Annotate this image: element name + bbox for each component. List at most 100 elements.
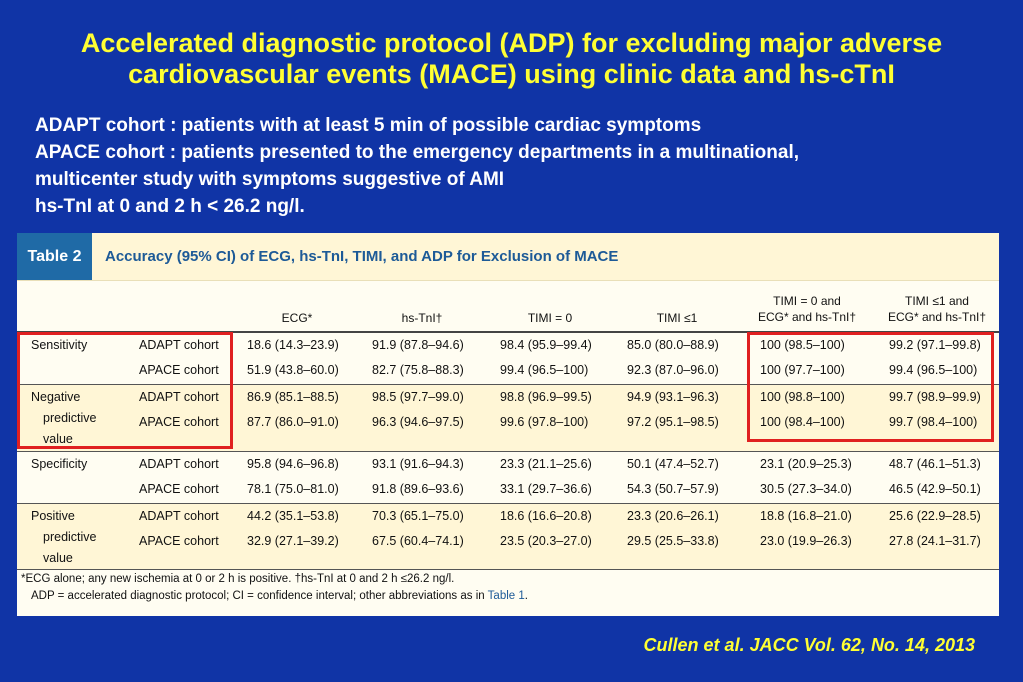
value-cell: 18.6 (16.6–20.8) xyxy=(500,509,592,523)
table-row-group: Positive predictive value ADAPT cohort 44.2 … xyxy=(17,504,999,570)
value-cell: 86.9 (85.1–88.5) xyxy=(247,390,339,404)
table-row: ADAPT cohort 86.9 (85.1–88.5) 98.5 (97.7–9… xyxy=(17,385,999,410)
row-group-label: Negative predictive value xyxy=(31,387,97,450)
footnote-2-end: . xyxy=(524,590,528,602)
table-row: ADAPT cohort 95.8 (94.6–96.8) 93.1 (91.6–9… xyxy=(17,452,999,477)
value-cell: 54.3 (50.7–57.9) xyxy=(627,482,719,496)
col-header-line: ECG* and hs-TnI† xyxy=(757,310,857,324)
value-cell: 25.6 (22.9–28.5) xyxy=(889,509,981,523)
row-group-label-line: Positive xyxy=(31,509,75,523)
value-cell: 95.8 (94.6–96.8) xyxy=(247,457,339,471)
cohort-cell: ADAPT cohort xyxy=(139,338,219,352)
cohort-cell: APACE cohort xyxy=(139,363,219,377)
value-cell: 30.5 (27.3–34.0) xyxy=(760,482,852,496)
value-cell: 93.1 (91.6–94.3) xyxy=(372,457,464,471)
row-group-label-line: Negative xyxy=(31,390,81,404)
table-row: APACE cohort 87.7 (86.0–91.0) 96.3 (94.6–9… xyxy=(17,410,999,435)
value-cell: 23.1 (20.9–25.3) xyxy=(760,457,852,471)
col-header-timi1: TIMI ≤1 xyxy=(656,311,698,325)
row-group-label: Positive predictive value xyxy=(31,506,97,569)
value-cell: 46.5 (42.9–50.1) xyxy=(889,482,981,496)
intro-line: ADAPT cohort : patients with at least 5 … xyxy=(35,115,702,136)
table-row-group: Specificity ADAPT cohort 95.8 (94.6–96.8) 9… xyxy=(17,452,999,504)
table-row: APACE cohort 51.9 (43.8–60.0) 82.7 (75.8–8… xyxy=(17,358,999,383)
title-line-2: cardiovascular events (MACE) using clini… xyxy=(128,59,895,89)
footnote-2-text: ADP = accelerated diagnostic protocol; C… xyxy=(31,590,485,602)
col-header-hstni: hs-TnI† xyxy=(401,311,443,325)
value-cell: 33.1 (29.7–36.6) xyxy=(500,482,592,496)
table-title-bar: Table 2 Accuracy (95% CI) of ECG, hs-TnI… xyxy=(17,233,999,281)
cohort-cell: ADAPT cohort xyxy=(139,457,219,471)
value-cell: 100 (97.7–100) xyxy=(760,363,845,377)
highlight-box-left xyxy=(17,332,233,449)
value-cell: 50.1 (47.4–52.7) xyxy=(627,457,719,471)
row-group-label: Sensitivity xyxy=(31,335,87,356)
value-cell: 18.6 (14.3–23.9) xyxy=(247,338,339,352)
intro-line: multicenter study with symptoms suggesti… xyxy=(35,169,505,190)
table-body: Sensitivity ADAPT cohort 18.6 (14.3–23.9) 9… xyxy=(17,333,999,570)
footnote-1: *ECG alone; any new ischemia at 0 or 2 h… xyxy=(21,573,455,585)
value-cell: 96.3 (94.6–97.5) xyxy=(372,415,464,429)
col-header-line: TIMI ≤1 and xyxy=(905,294,969,308)
value-cell: 48.7 (46.1–51.3) xyxy=(889,457,981,471)
footnote-2: ADP = accelerated diagnostic protocol; C… xyxy=(17,588,999,605)
title-line-1: Accelerated diagnostic protocol (ADP) fo… xyxy=(80,28,943,58)
value-cell: 91.8 (89.6–93.6) xyxy=(372,482,464,496)
value-cell: 99.2 (97.1–99.8) xyxy=(889,338,981,352)
value-cell: 44.2 (35.1–53.8) xyxy=(247,509,339,523)
value-cell: 98.5 (97.7–99.0) xyxy=(372,390,464,404)
row-group-label-line: value xyxy=(43,432,73,446)
row-group-label-line: Sensitivity xyxy=(31,338,88,352)
col-header-adp-timi1: TIMI ≤1 and ECG* and hs-TnI† xyxy=(877,293,997,325)
value-cell: 70.3 (65.1–75.0) xyxy=(372,509,464,523)
value-cell: 78.1 (75.0–81.0) xyxy=(247,482,339,496)
value-cell: 97.2 (95.1–98.5) xyxy=(627,415,719,429)
value-cell: 32.9 (27.1–39.2) xyxy=(247,534,339,548)
value-cell: 99.4 (96.5–100) xyxy=(889,363,978,377)
value-cell: 51.9 (43.8–60.0) xyxy=(247,363,339,377)
citation: Cullen et al. JACC Vol. 62, No. 14, 2013 xyxy=(643,635,975,655)
intro-line: hs-TnI at 0 and 2 h < 26.2 ng/l. xyxy=(35,196,305,217)
table-number: Table 2 xyxy=(17,233,92,280)
cohort-cell: APACE cohort xyxy=(139,534,219,548)
table-1-link[interactable]: Table 1 xyxy=(487,590,525,602)
value-cell: 23.0 (19.9–26.3) xyxy=(760,534,852,548)
value-cell: 99.7 (98.4–100) xyxy=(889,415,978,429)
value-cell: 67.5 (60.4–74.1) xyxy=(372,534,464,548)
value-cell: 87.7 (86.0–91.0) xyxy=(247,415,339,429)
value-cell: 100 (98.8–100) xyxy=(760,390,845,404)
table-row: ADAPT cohort 44.2 (35.1–53.8) 70.3 (65.1–7… xyxy=(17,504,999,529)
cohort-cell: ADAPT cohort xyxy=(139,509,219,523)
value-cell: 94.9 (93.1–96.3) xyxy=(627,390,719,404)
accuracy-table: Table 2 Accuracy (95% CI) of ECG, hs-TnI… xyxy=(17,233,999,616)
table-row-group: Sensitivity ADAPT cohort 18.6 (14.3–23.9) 9… xyxy=(17,333,999,385)
row-group-label-line: Specificity xyxy=(31,457,88,471)
row-group-label-line: predictive xyxy=(43,411,97,425)
highlight-box-right xyxy=(747,332,994,442)
col-header-adp-timi0: TIMI = 0 and ECG* and hs-TnI† xyxy=(747,293,867,325)
value-cell: 91.9 (87.8–94.6) xyxy=(372,338,464,352)
value-cell: 100 (98.4–100) xyxy=(760,415,845,429)
table-row: APACE cohort 32.9 (27.1–39.2) 67.5 (60.4–7… xyxy=(17,529,999,554)
value-cell: 82.7 (75.8–88.3) xyxy=(372,363,464,377)
intro-text: ADAPT cohort : patients with at least 5 … xyxy=(35,112,995,220)
value-cell: 85.0 (80.0–88.9) xyxy=(627,338,719,352)
value-cell: 23.3 (21.1–25.6) xyxy=(500,457,592,471)
value-cell: 92.3 (87.0–96.0) xyxy=(627,363,719,377)
table-header-row: ECG* hs-TnI† TIMI = 0 TIMI ≤1 TIMI = 0 a… xyxy=(17,281,999,333)
value-cell: 27.8 (24.1–31.7) xyxy=(889,534,981,548)
value-cell: 99.6 (97.8–100) xyxy=(500,415,589,429)
col-header-line: TIMI = 0 and xyxy=(773,294,841,308)
table-row: ADAPT cohort 18.6 (14.3–23.9) 91.9 (87.8–9… xyxy=(17,333,999,358)
table-caption: Accuracy (95% CI) of ECG, hs-TnI, TIMI, … xyxy=(105,248,619,265)
value-cell: 23.5 (20.3–27.0) xyxy=(500,534,592,548)
col-header-ecg: ECG* xyxy=(281,311,313,325)
cohort-cell: APACE cohort xyxy=(139,482,219,496)
col-header-timi0: TIMI = 0 xyxy=(527,311,573,325)
value-cell: 98.4 (95.9–99.4) xyxy=(500,338,592,352)
value-cell: 99.7 (98.9–99.9) xyxy=(889,390,981,404)
intro-line: APACE cohort : patients presented to the… xyxy=(35,142,799,163)
table-row: APACE cohort 78.1 (75.0–81.0) 91.8 (89.6–9… xyxy=(17,477,999,502)
row-group-label-line: value xyxy=(43,551,73,565)
table-footnotes: *ECG alone; any new ischemia at 0 or 2 h… xyxy=(17,571,999,605)
